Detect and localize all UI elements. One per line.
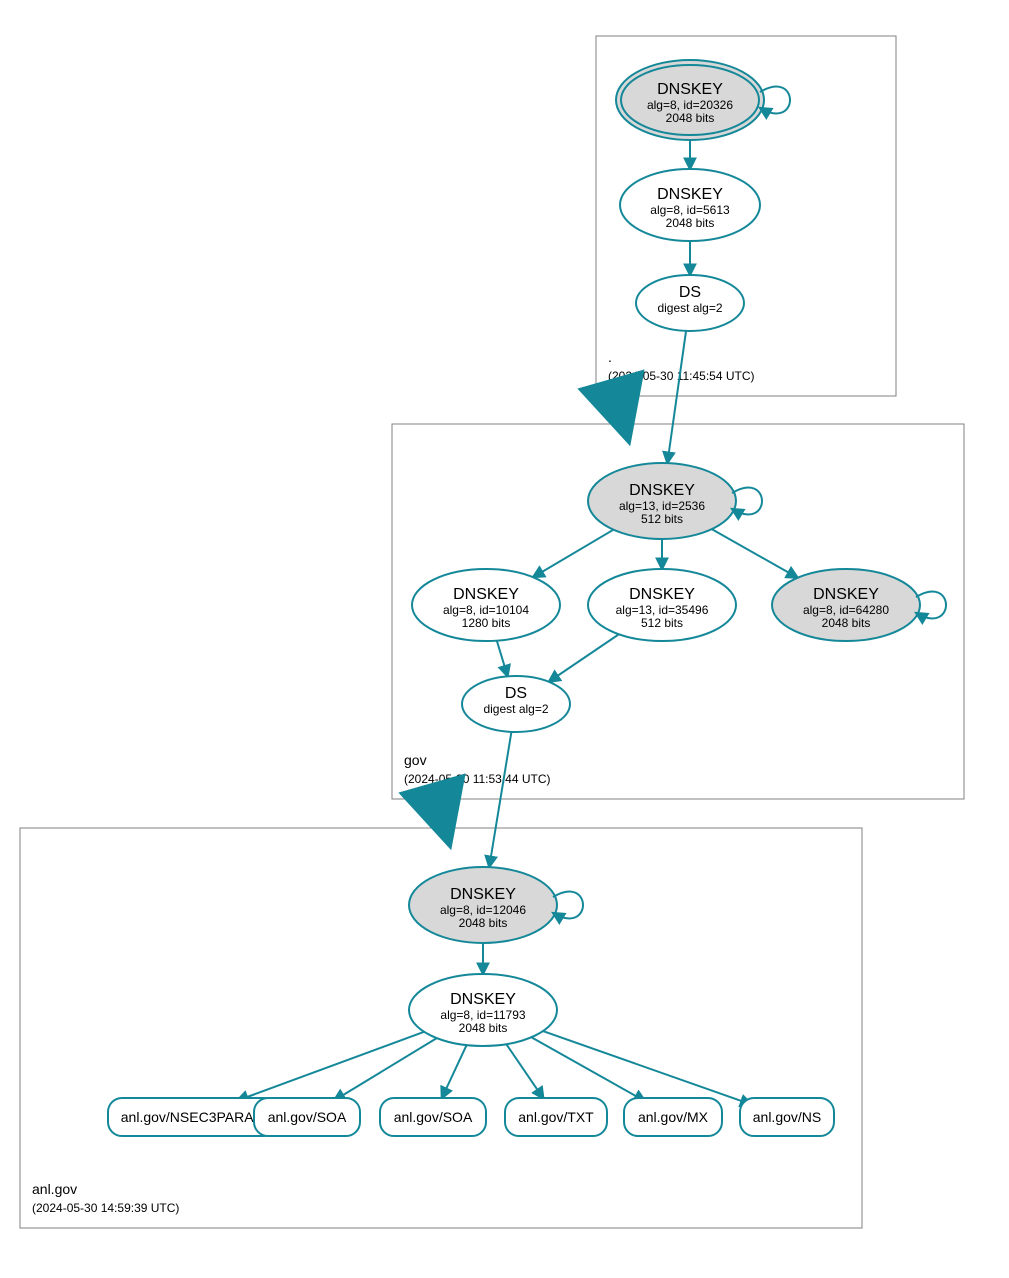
rrset-label: anl.gov/NS <box>753 1109 821 1125</box>
node-title: DNSKEY <box>629 482 695 499</box>
rrset-rr1: anl.gov/NSEC3PARAM <box>108 1098 278 1136</box>
rrset-rr3: anl.gov/SOA <box>380 1098 486 1136</box>
edge-gov_k1-gov_ds <box>497 641 508 677</box>
rrset-label: anl.gov/NSEC3PARAM <box>121 1109 265 1125</box>
zone-label: anl.gov <box>32 1181 77 1197</box>
node-title: DNSKEY <box>450 991 516 1008</box>
edge-gov_ksk-gov_k3 <box>712 529 798 578</box>
edge-root_ds-gov_ksk <box>667 331 686 463</box>
rrset-label: anl.gov/MX <box>638 1109 709 1125</box>
node-line3: 512 bits <box>641 616 683 630</box>
node-line2: alg=8, id=11793 <box>440 1008 526 1022</box>
node-line2: alg=8, id=20326 <box>647 98 733 112</box>
node-line2: alg=13, id=2536 <box>619 499 705 513</box>
node-gov_k1: DNSKEYalg=8, id=101041280 bits <box>412 569 560 641</box>
rrset-label: anl.gov/TXT <box>518 1109 594 1125</box>
node-title: DNSKEY <box>657 186 723 203</box>
node-title: DNSKEY <box>453 586 519 603</box>
node-root_ds: DSdigest alg=2 <box>636 275 744 331</box>
edge-gov_k2-gov_ds <box>549 634 619 682</box>
node-anl_zsk: DNSKEYalg=8, id=117932048 bits <box>409 974 557 1046</box>
node-line3: 2048 bits <box>666 111 715 125</box>
node-line2: alg=8, id=64280 <box>803 603 889 617</box>
node-gov_k2: DNSKEYalg=13, id=35496512 bits <box>588 569 736 641</box>
rrset-label: anl.gov/SOA <box>268 1109 347 1125</box>
edge-gov_ds-anl_ksk <box>489 732 511 867</box>
node-line3: 2048 bits <box>666 216 715 230</box>
node-line2: alg=8, id=5613 <box>650 203 730 217</box>
edge-anl_zsk-rr6 <box>543 1031 752 1104</box>
edge-anl_zsk-rr4 <box>506 1044 543 1098</box>
node-gov_ksk: DNSKEYalg=13, id=2536512 bits <box>588 463 762 539</box>
edge-gov_ksk-gov_k1 <box>533 530 613 578</box>
node-root_zsk: DNSKEYalg=8, id=56132048 bits <box>620 169 760 241</box>
node-anl_ksk: DNSKEYalg=8, id=120462048 bits <box>409 867 583 943</box>
node-line2: alg=8, id=12046 <box>440 903 526 917</box>
node-title: DNSKEY <box>629 586 695 603</box>
rrset-rr2: anl.gov/SOA <box>254 1098 360 1136</box>
rrset-rr6: anl.gov/NS <box>740 1098 834 1136</box>
node-line3: 2048 bits <box>459 916 508 930</box>
edge-anl_zsk-rr3 <box>442 1045 467 1098</box>
edge-heavy-anl_ksk <box>440 811 448 839</box>
rrset-label: anl.gov/SOA <box>394 1109 473 1125</box>
node-line3: 1280 bits <box>462 616 511 630</box>
node-title: DNSKEY <box>813 586 879 603</box>
node-line2: alg=8, id=10104 <box>443 603 529 617</box>
rrset-rr5: anl.gov/MX <box>624 1098 722 1136</box>
edge-anl_zsk-rr2 <box>334 1038 437 1101</box>
node-title: DNSKEY <box>450 886 516 903</box>
dnssec-diagram: .(2024-05-30 11:45:54 UTC)gov(2024-05-30… <box>0 0 1009 1278</box>
node-gov_k3: DNSKEYalg=8, id=642802048 bits <box>772 569 946 641</box>
node-gov_ds: DSdigest alg=2 <box>462 676 570 732</box>
node-title: DS <box>505 685 527 702</box>
zone-label: . <box>608 349 612 365</box>
zone-timestamp: (2024-05-30 11:53:44 UTC) <box>404 772 551 786</box>
node-line3: 2048 bits <box>459 1021 508 1035</box>
edge-anl_zsk-rr1 <box>237 1032 424 1101</box>
rrset-rr4: anl.gov/TXT <box>505 1098 607 1136</box>
node-line2: digest alg=2 <box>483 702 548 716</box>
node-line2: alg=13, id=35496 <box>616 603 709 617</box>
node-title: DNSKEY <box>657 81 723 98</box>
edge-heavy-gov_ksk <box>619 407 627 435</box>
node-line3: 512 bits <box>641 512 683 526</box>
node-line3: 2048 bits <box>822 616 871 630</box>
node-title: DS <box>679 284 701 301</box>
node-line2: digest alg=2 <box>657 301 722 315</box>
zone-timestamp: (2024-05-30 14:59:39 UTC) <box>32 1201 179 1215</box>
zone-label: gov <box>404 752 427 768</box>
node-root_ksk: DNSKEYalg=8, id=203262048 bits <box>616 60 790 140</box>
